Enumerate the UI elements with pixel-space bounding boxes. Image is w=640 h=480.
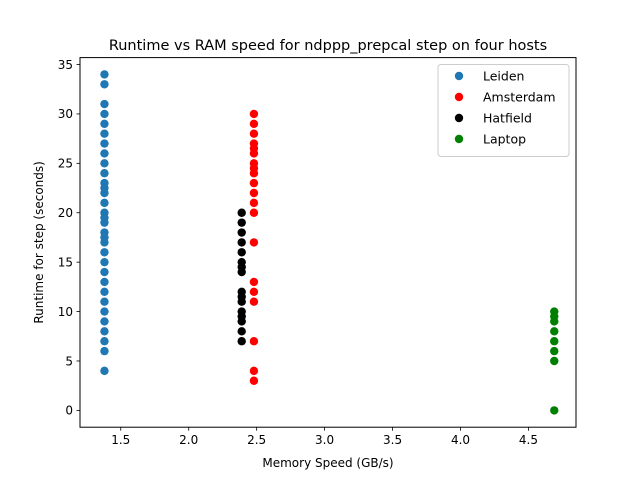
plot-area-frame (79, 57, 577, 428)
data-point-leiden (100, 149, 109, 158)
data-point-leiden (100, 139, 109, 148)
x-tick-label: 3.0 (315, 433, 334, 447)
data-point-hatfield (237, 337, 246, 346)
x-tick-label: 3.5 (383, 433, 402, 447)
chart-title: Runtime vs RAM speed for ndppp_prepcal s… (109, 38, 547, 54)
y-tick-label: 20 (58, 206, 73, 220)
data-point-hatfield (237, 248, 246, 257)
data-point-amsterdam (249, 366, 259, 376)
data-point-leiden (100, 248, 109, 257)
data-point-laptop (550, 356, 559, 366)
data-point-laptop (550, 406, 559, 415)
data-point-amsterdam (249, 188, 259, 198)
y-tick-label: 35 (58, 58, 73, 72)
data-point-leiden (100, 80, 109, 89)
y-tick-label: 25 (58, 157, 73, 171)
data-point-leiden (100, 70, 109, 79)
data-point-leiden (100, 346, 109, 356)
legend-label-amsterdam: Amsterdam (483, 90, 556, 105)
data-point-leiden (100, 327, 109, 336)
legend: Leiden Amsterdam Hatfield Laptop (437, 64, 570, 157)
data-point-leiden (100, 277, 109, 287)
data-point-laptop (550, 346, 559, 356)
data-point-amsterdam (249, 129, 259, 138)
y-tick-label: 10 (58, 305, 73, 319)
data-point-laptop (550, 327, 559, 336)
x-tick-label: 2.5 (247, 433, 266, 447)
data-point-leiden (100, 317, 109, 326)
x-tick-label: 4.0 (451, 433, 470, 447)
data-point-leiden (100, 287, 109, 297)
points-layer (100, 70, 559, 415)
y-tick-label: 30 (58, 107, 73, 121)
data-point-amsterdam (249, 164, 259, 173)
legend-label-laptop: Laptop (483, 132, 526, 147)
data-point-leiden (100, 159, 109, 168)
x-tick-label: 1.5 (111, 433, 130, 447)
legend-marker-hatfield (454, 113, 464, 123)
data-point-amsterdam (249, 297, 259, 306)
data-point-laptop (550, 337, 559, 346)
data-point-amsterdam (249, 238, 259, 247)
data-point-hatfield (237, 238, 246, 247)
data-point-amsterdam (249, 287, 259, 297)
x-tick-label: 2.0 (179, 433, 198, 447)
y-tick-label: 0 (65, 404, 73, 418)
data-point-amsterdam (249, 376, 259, 385)
data-point-leiden (100, 99, 109, 109)
data-point-amsterdam (249, 198, 259, 208)
legend-label-leiden: Leiden (483, 69, 524, 84)
data-point-leiden (100, 366, 109, 376)
data-point-hatfield (237, 218, 246, 227)
data-point-amsterdam (249, 208, 259, 217)
data-point-amsterdam (249, 178, 259, 188)
data-point-hatfield (237, 312, 246, 321)
y-tick-label: 5 (65, 354, 73, 368)
data-point-amsterdam (249, 109, 259, 119)
legend-marker-leiden (454, 71, 464, 81)
data-point-amsterdam (249, 119, 259, 129)
x-axis-label: Memory Speed (GB/s) (262, 456, 393, 470)
y-tick-label: 15 (58, 255, 73, 269)
y-axis-label: Runtime for step (seconds) (32, 161, 46, 323)
data-point-leiden (100, 213, 109, 222)
data-point-leiden (100, 169, 109, 178)
data-point-hatfield (237, 292, 246, 301)
data-point-hatfield (237, 262, 246, 272)
data-point-laptop (550, 312, 559, 321)
legend-label-hatfield: Hatfield (483, 111, 532, 126)
data-point-leiden (100, 297, 109, 306)
data-point-leiden (100, 183, 109, 193)
y-axis-ticks: 0 5 10 15 20 25 30 35 (58, 58, 80, 418)
data-point-hatfield (237, 327, 246, 336)
data-point-amsterdam (249, 144, 259, 153)
data-point-hatfield (237, 208, 246, 217)
data-point-leiden (100, 129, 109, 138)
x-axis-ticks: 1.5 2.0 2.5 3.0 3.5 4.0 4.5 (111, 427, 538, 447)
legend-marker-amsterdam (454, 92, 464, 102)
data-point-leiden (100, 119, 109, 129)
data-point-leiden (100, 267, 109, 277)
data-point-leiden (100, 257, 109, 267)
data-point-leiden (100, 198, 109, 208)
x-tick-label: 4.5 (519, 433, 538, 447)
legend-marker-laptop (454, 134, 464, 144)
data-point-leiden (100, 337, 109, 346)
data-point-amsterdam (249, 277, 259, 287)
data-point-leiden (100, 109, 109, 119)
data-point-leiden (100, 307, 109, 316)
data-point-leiden (100, 233, 109, 242)
data-point-amsterdam (249, 337, 259, 346)
legend-frame (437, 64, 570, 157)
data-point-hatfield (237, 228, 246, 237)
